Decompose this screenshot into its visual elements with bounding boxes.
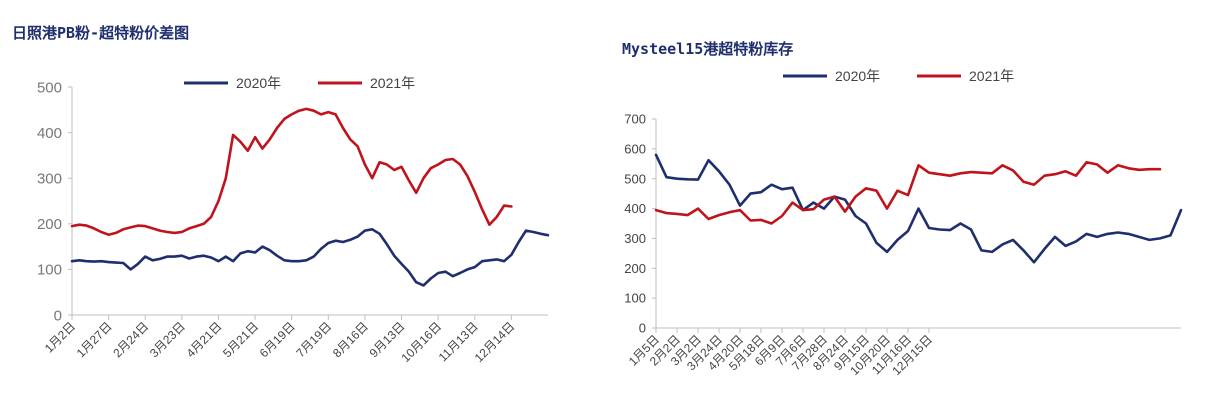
- x-tick-label: 1月27日: [74, 319, 115, 360]
- y-tick-label: 500: [624, 171, 646, 186]
- y-tick-label: 0: [639, 321, 646, 336]
- series-line-2021: [70, 107, 513, 236]
- y-tick-label: 600: [624, 141, 646, 156]
- y-tick-label: 300: [37, 170, 62, 187]
- right-chart-svg: 01002003004005006007001月5日2月2日3月2日3月24日4…: [624, 68, 1183, 378]
- y-tick-label: 700: [624, 112, 646, 127]
- x-tick-label: 8月16日: [330, 319, 371, 360]
- y-tick-label: 200: [624, 261, 646, 276]
- x-tick-label: 5月21日: [220, 319, 261, 360]
- legend-label: 2020年: [835, 68, 880, 84]
- x-tick-label: 12月14日: [472, 319, 518, 365]
- right-chart-title: Mysteel15港超特粉库存: [622, 40, 794, 58]
- series-line-2020: [654, 153, 1183, 264]
- y-tick-label: 100: [624, 291, 646, 306]
- x-tick-label: 7月19日: [293, 319, 334, 360]
- y-tick-label: 100: [37, 262, 62, 279]
- left-chart-svg: 01002003004005001月2日1月27日2月24日3月23日4月21日…: [37, 75, 550, 365]
- legend-label: 2021年: [969, 68, 1014, 84]
- series-line-2021: [654, 161, 1162, 225]
- left-chart-panel: 日照港PB粉-超特粉价差图 0 100 200 300 400 500 1月2日 1月27日 2…: [0, 0, 580, 414]
- x-tick-label: 6月19日: [257, 319, 298, 360]
- y-tick-label: 300: [624, 231, 646, 246]
- legend-label: 2021年: [370, 75, 415, 91]
- right-chart-panel: Mysteel15港超特粉库存 0 100 200 300 400 500 600 700 1月…: [600, 0, 1209, 414]
- legend-label: 2020年: [236, 75, 281, 91]
- y-tick-label: 400: [37, 125, 62, 142]
- left-chart-title: 日照港PB粉-超特粉价差图: [12, 24, 190, 42]
- x-tick-label: 10月16日: [399, 319, 445, 365]
- y-tick-label: 400: [624, 201, 646, 216]
- y-tick-label: 500: [37, 79, 62, 96]
- x-tick-label: 3月23日: [147, 319, 188, 360]
- x-tick-label: 2月24日: [110, 319, 151, 360]
- x-tick-label: 4月21日: [184, 319, 225, 360]
- series-line-2020: [70, 228, 550, 287]
- y-tick-label: 200: [37, 216, 62, 233]
- y-tick-label: 0: [54, 307, 62, 324]
